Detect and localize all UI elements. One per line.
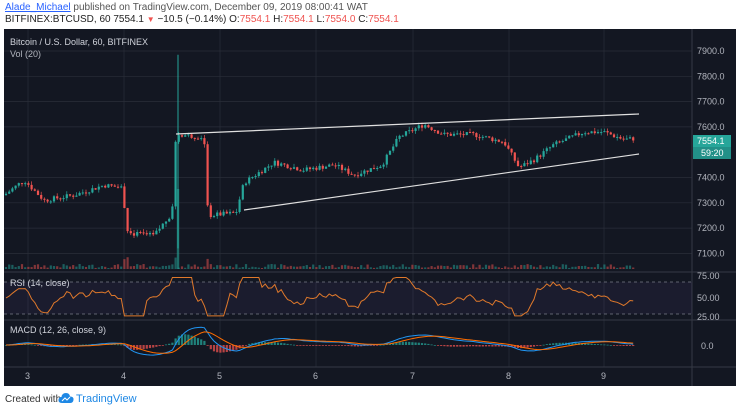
last-price: 7554.1 [113,14,144,25]
chart-header: Alade_Michael published on TradingView.c… [0,0,740,28]
rsi-tick-25: 25.00 [697,312,720,322]
price-tick: 7100.0 [697,248,725,258]
low-label: L: [316,14,325,25]
lower-trendline[interactable] [243,153,640,211]
low-value: 7554.0 [324,14,356,25]
chart-title: Bitcoin / U.S. Dollar, 60, BITFINEX [10,37,148,47]
price-change: −10.5 (−0.14%) [157,14,227,25]
author-link[interactable]: Alade_Michael [5,2,71,13]
price-tick: 7400.0 [697,173,725,183]
volume-bars [4,189,635,269]
published-text: published on TradingView.com, December 0… [70,2,368,13]
rsi-line [5,277,634,317]
volume-label: Vol (20) [10,49,41,59]
publish-info: Alade_Michael published on TradingView.c… [5,2,368,13]
rsi-tick-75: 75.00 [697,271,720,281]
high-value: 7554.1 [283,14,314,25]
high-label: H: [273,14,284,25]
macd-tick-0: 0.0 [701,341,714,351]
upper-trendline[interactable] [175,113,640,135]
price-tick: 7700.0 [697,97,725,107]
open-value: 7554.1 [239,14,271,25]
time-tick: 6 [313,371,318,381]
rsi-label: RSI (14, close) [10,278,70,288]
macd-label: MACD (12, 26, close, 9) [10,325,106,335]
price-tick: 7900.0 [697,46,725,56]
chart-canvas[interactable]: Bitcoin / U.S. Dollar, 60, BITFINEX Vol … [4,29,736,386]
macd-signal-line [6,331,634,354]
footer: Created with TradingView [0,388,740,411]
price-tick: 7200.0 [697,223,725,233]
time-tick: 9 [601,371,606,381]
close-value: 7554.1 [368,14,399,25]
ohlc-info: BITFINEX:BTCUSD, 60 7554.1 ▼ −10.5 (−0.1… [5,14,399,25]
tradingview-brand-link[interactable]: TradingView [76,393,137,405]
symbol-label: BITFINEX:BTCUSD, 60 [5,14,111,25]
macd-line [5,326,634,356]
countdown-badge [693,147,731,159]
tradingview-cloud-icon[interactable] [58,392,74,404]
price-tick: 7300.0 [697,198,725,208]
time-axis[interactable]: 3 4 5 6 7 8 9 [25,371,606,381]
close-label: C: [358,14,369,25]
price-tick: 7800.0 [697,71,725,81]
price-axis[interactable]: 7900.0 7800.0 7700.0 7600.0 7400.0 7300.0 7200… [697,46,725,258]
time-tick: 8 [506,371,511,381]
chart-svg: Bitcoin / U.S. Dollar, 60, BITFINEX Vol … [4,29,736,386]
time-tick: 7 [410,371,415,381]
time-tick: 4 [121,371,126,381]
rsi-band [4,282,692,314]
last-price-tag: 7554.1 [697,136,725,146]
time-tick: 5 [217,371,222,381]
last-price-badge [693,135,731,147]
rsi-tick-50: 50.00 [697,293,720,303]
created-with-text: Created with [5,394,62,405]
down-arrow-icon: ▼ [146,15,155,24]
price-tick: 7600.0 [697,122,725,132]
countdown-tag: 59:20 [701,148,724,158]
time-tick: 3 [25,371,30,381]
grid-layer [4,29,692,367]
open-label: O: [229,14,240,25]
candles [4,54,635,249]
